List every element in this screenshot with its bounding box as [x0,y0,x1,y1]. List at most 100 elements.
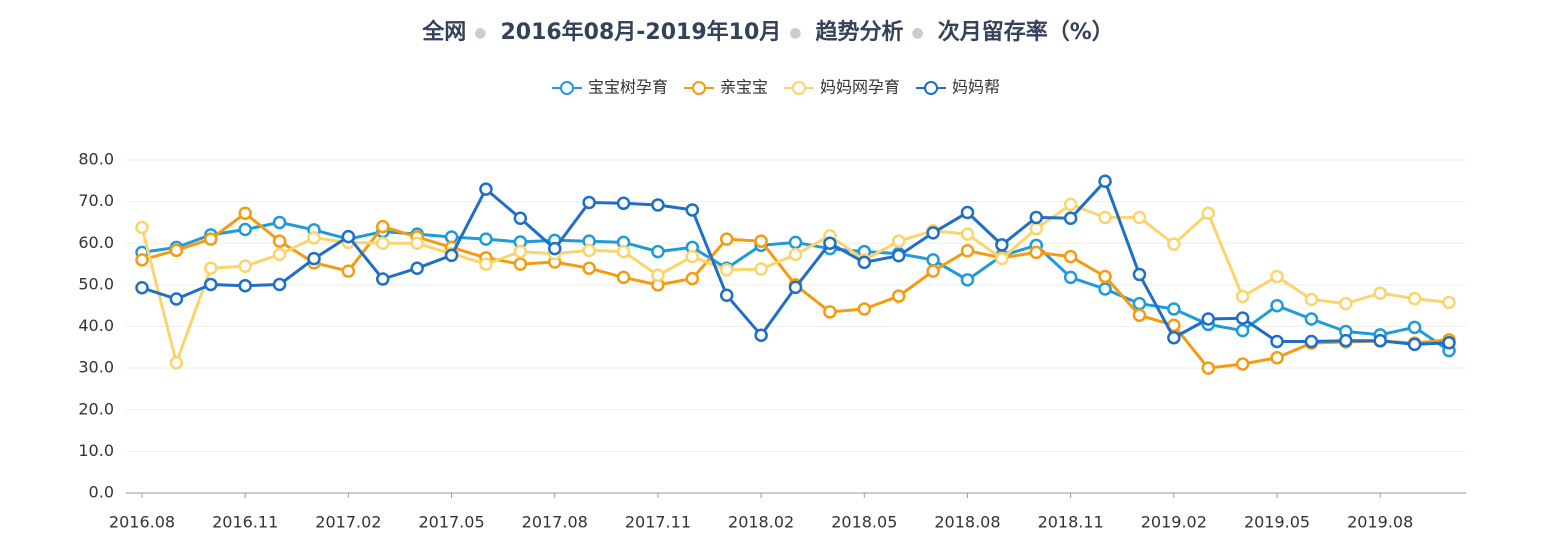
point [1235,289,1250,304]
x-tick-label: 2016.08 [109,513,175,532]
point [444,248,459,263]
point [238,278,252,293]
point [1098,210,1112,225]
point [307,251,321,266]
x-tick-label: 2018.08 [934,513,1000,532]
point [376,272,390,286]
legend-item: 妈妈帮 [916,78,1000,97]
point [960,227,975,241]
point [204,277,218,292]
legend: 宝宝树孕育 亲宝宝 妈妈网孕育 妈妈帮 [551,78,1000,97]
point [582,261,596,275]
point [1339,296,1353,311]
legend-label: 亲宝宝 [720,78,768,97]
point [685,203,700,217]
point [169,243,184,258]
point [616,196,631,211]
point [891,234,906,248]
point [1063,197,1078,212]
point [1373,286,1387,300]
point [1132,296,1147,311]
y-tick-label: 30.0 [78,358,114,377]
x-tick-label: 2017.11 [625,513,691,532]
y-tick-label: 50.0 [78,274,114,293]
point [788,280,803,295]
point [1029,245,1044,260]
point [823,236,837,250]
point [926,253,940,267]
legend-marker [792,81,806,95]
point [1407,291,1422,306]
legend-item: 妈妈网孕育 [784,78,900,97]
y-tick-label: 20.0 [78,399,114,418]
point [272,277,287,292]
point [1098,269,1112,284]
point [135,281,149,295]
point [204,261,218,275]
y-tick-label: 0.0 [89,483,114,502]
point [1304,312,1319,326]
point [513,211,528,226]
point [788,247,803,262]
point [513,244,528,259]
point [1235,311,1250,325]
point [1407,337,1422,352]
point [719,232,734,246]
title-part: 趋势分析 [816,19,904,45]
point [169,355,184,370]
point [891,248,906,263]
point [960,205,975,220]
point [376,236,390,250]
point [1029,210,1044,225]
point [1132,308,1147,323]
legend-item: 亲宝宝 [683,78,768,97]
point [1098,174,1112,188]
point [1063,211,1078,226]
title-part: 2016年08月-2019年10月 [500,19,781,45]
point [582,243,596,258]
point [1270,298,1284,313]
point [1063,249,1078,264]
title-part: 次月留存率（%） [938,19,1114,45]
point [685,249,700,264]
y-tick-label: 40.0 [78,316,114,335]
point [135,220,149,235]
x-tick-label: 2016.11 [212,513,278,532]
point [238,222,252,237]
point [891,289,906,303]
point [651,198,665,212]
point [479,182,493,196]
x-tick-label: 2018.05 [831,513,897,532]
legend-marker [559,81,574,95]
point [719,288,734,303]
separator: ● [789,25,801,41]
point [754,234,768,248]
point [272,234,287,248]
legend-label: 妈妈帮 [952,78,1000,97]
point [823,305,837,319]
chart-title: 全网 ● 2016年08月-2019年10月 ● 趋势分析 ● 次月留存率（%） [421,19,1114,45]
point [582,195,596,210]
point [307,231,321,245]
x-tick-label: 2019.05 [1244,513,1310,532]
point [1304,292,1319,307]
point [1167,330,1181,345]
point [719,263,734,277]
point [754,328,768,342]
point [1270,350,1284,365]
point [788,235,803,250]
point [616,244,631,259]
point [1270,269,1284,284]
point [1339,333,1353,348]
point [272,247,287,262]
x-tick-label: 2018.11 [1038,513,1104,532]
point [272,215,287,230]
point [513,257,528,271]
point [651,244,665,259]
x-tick-label: 2017.02 [315,513,381,532]
point [926,226,940,240]
point [204,232,218,246]
point [410,261,424,275]
point [1132,210,1147,225]
